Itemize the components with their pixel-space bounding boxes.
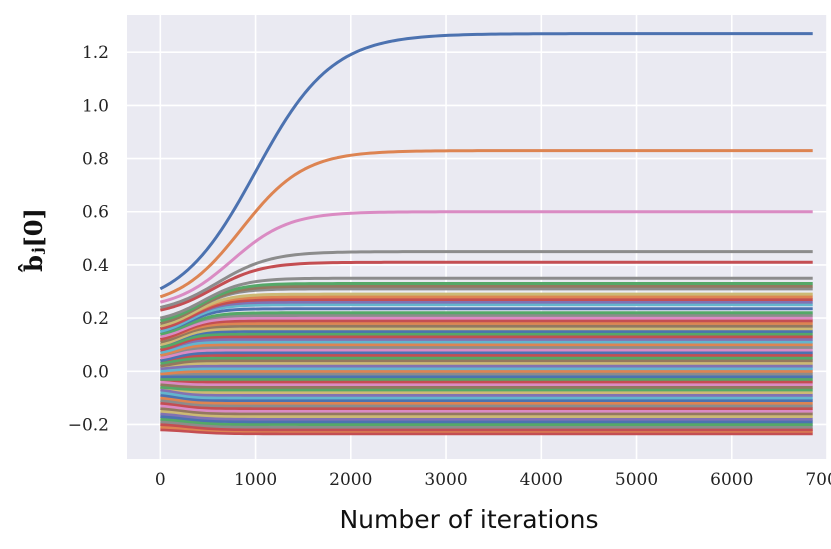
series-line xyxy=(159,210,813,304)
series-line xyxy=(159,297,813,331)
series-line xyxy=(160,406,813,416)
series-line xyxy=(160,359,813,368)
x-tick-label: 0 xyxy=(155,470,166,490)
series-line xyxy=(160,356,813,365)
x-axis-label: Number of iterations xyxy=(339,505,598,534)
series-line xyxy=(159,149,813,299)
y-tick-labels: −0.2 0.0 0.2 0.4 0.6 0.8 1.0 1.2 xyxy=(68,43,109,435)
x-tick-label: 7000 xyxy=(805,470,831,490)
x-tick-label: 2000 xyxy=(329,470,372,490)
series-line xyxy=(160,388,813,397)
series-line xyxy=(160,260,813,312)
series-line xyxy=(160,311,813,336)
series-line xyxy=(160,404,813,413)
series-line xyxy=(160,364,813,371)
series-line xyxy=(159,250,813,309)
series-line xyxy=(160,348,813,360)
series-line xyxy=(160,428,813,436)
y-axis-label: b̂ⱼ[0] xyxy=(18,208,48,273)
series-line xyxy=(160,307,813,333)
series-line xyxy=(160,393,813,403)
series-line xyxy=(160,377,813,384)
series-line xyxy=(160,321,813,341)
series-line xyxy=(160,401,813,410)
series-line xyxy=(160,316,813,339)
series-line xyxy=(160,417,813,426)
series-line xyxy=(159,284,813,325)
x-tick-label: 6000 xyxy=(710,470,753,490)
series-line xyxy=(160,420,813,429)
series-line xyxy=(160,412,813,421)
series-line xyxy=(160,422,813,432)
series-line xyxy=(160,324,813,344)
series-line xyxy=(159,327,813,347)
series-line xyxy=(159,303,813,333)
series-line xyxy=(159,300,813,331)
y-tick-label: 0.6 xyxy=(82,203,109,223)
series-line xyxy=(160,399,813,408)
series-line xyxy=(159,319,813,341)
x-tick-labels: 0 1000 2000 3000 4000 5000 6000 7000 xyxy=(155,470,831,490)
series-line xyxy=(160,335,813,352)
y-tick-label: −0.2 xyxy=(68,415,109,435)
series-line xyxy=(160,391,813,400)
series-line xyxy=(160,313,813,336)
series-line xyxy=(160,385,813,392)
series-line xyxy=(160,414,813,424)
series-line xyxy=(160,353,813,363)
series-line xyxy=(159,287,813,325)
series-line xyxy=(159,276,813,320)
y-tick-label: 0.2 xyxy=(82,309,109,329)
x-tick-label: 4000 xyxy=(520,470,563,490)
series-line xyxy=(160,361,813,368)
series-layer xyxy=(159,32,813,436)
y-tick-label: 0.8 xyxy=(82,150,109,170)
series-line xyxy=(160,383,813,389)
series-line xyxy=(160,369,813,376)
series-line xyxy=(159,295,813,328)
series-line xyxy=(160,329,813,347)
x-tick-label: 3000 xyxy=(424,470,467,490)
series-line xyxy=(160,367,813,373)
series-line xyxy=(160,337,813,352)
x-tick-label: 1000 xyxy=(234,470,277,490)
series-line xyxy=(160,385,813,395)
series-line xyxy=(160,340,813,355)
series-line xyxy=(160,396,813,405)
series-line xyxy=(159,32,813,291)
series-line xyxy=(160,332,813,349)
series-line xyxy=(160,380,813,387)
y-tick-label: 1.2 xyxy=(82,43,109,63)
series-line xyxy=(160,343,813,357)
y-tick-label: 1.0 xyxy=(82,96,109,116)
series-line xyxy=(160,345,813,357)
x-tick-label: 5000 xyxy=(615,470,658,490)
series-line xyxy=(159,292,813,328)
series-line xyxy=(160,409,813,418)
y-tick-label: 0.4 xyxy=(82,256,109,276)
series-line xyxy=(159,282,813,323)
series-line xyxy=(160,351,813,363)
y-tick-label: 0.0 xyxy=(82,362,109,382)
